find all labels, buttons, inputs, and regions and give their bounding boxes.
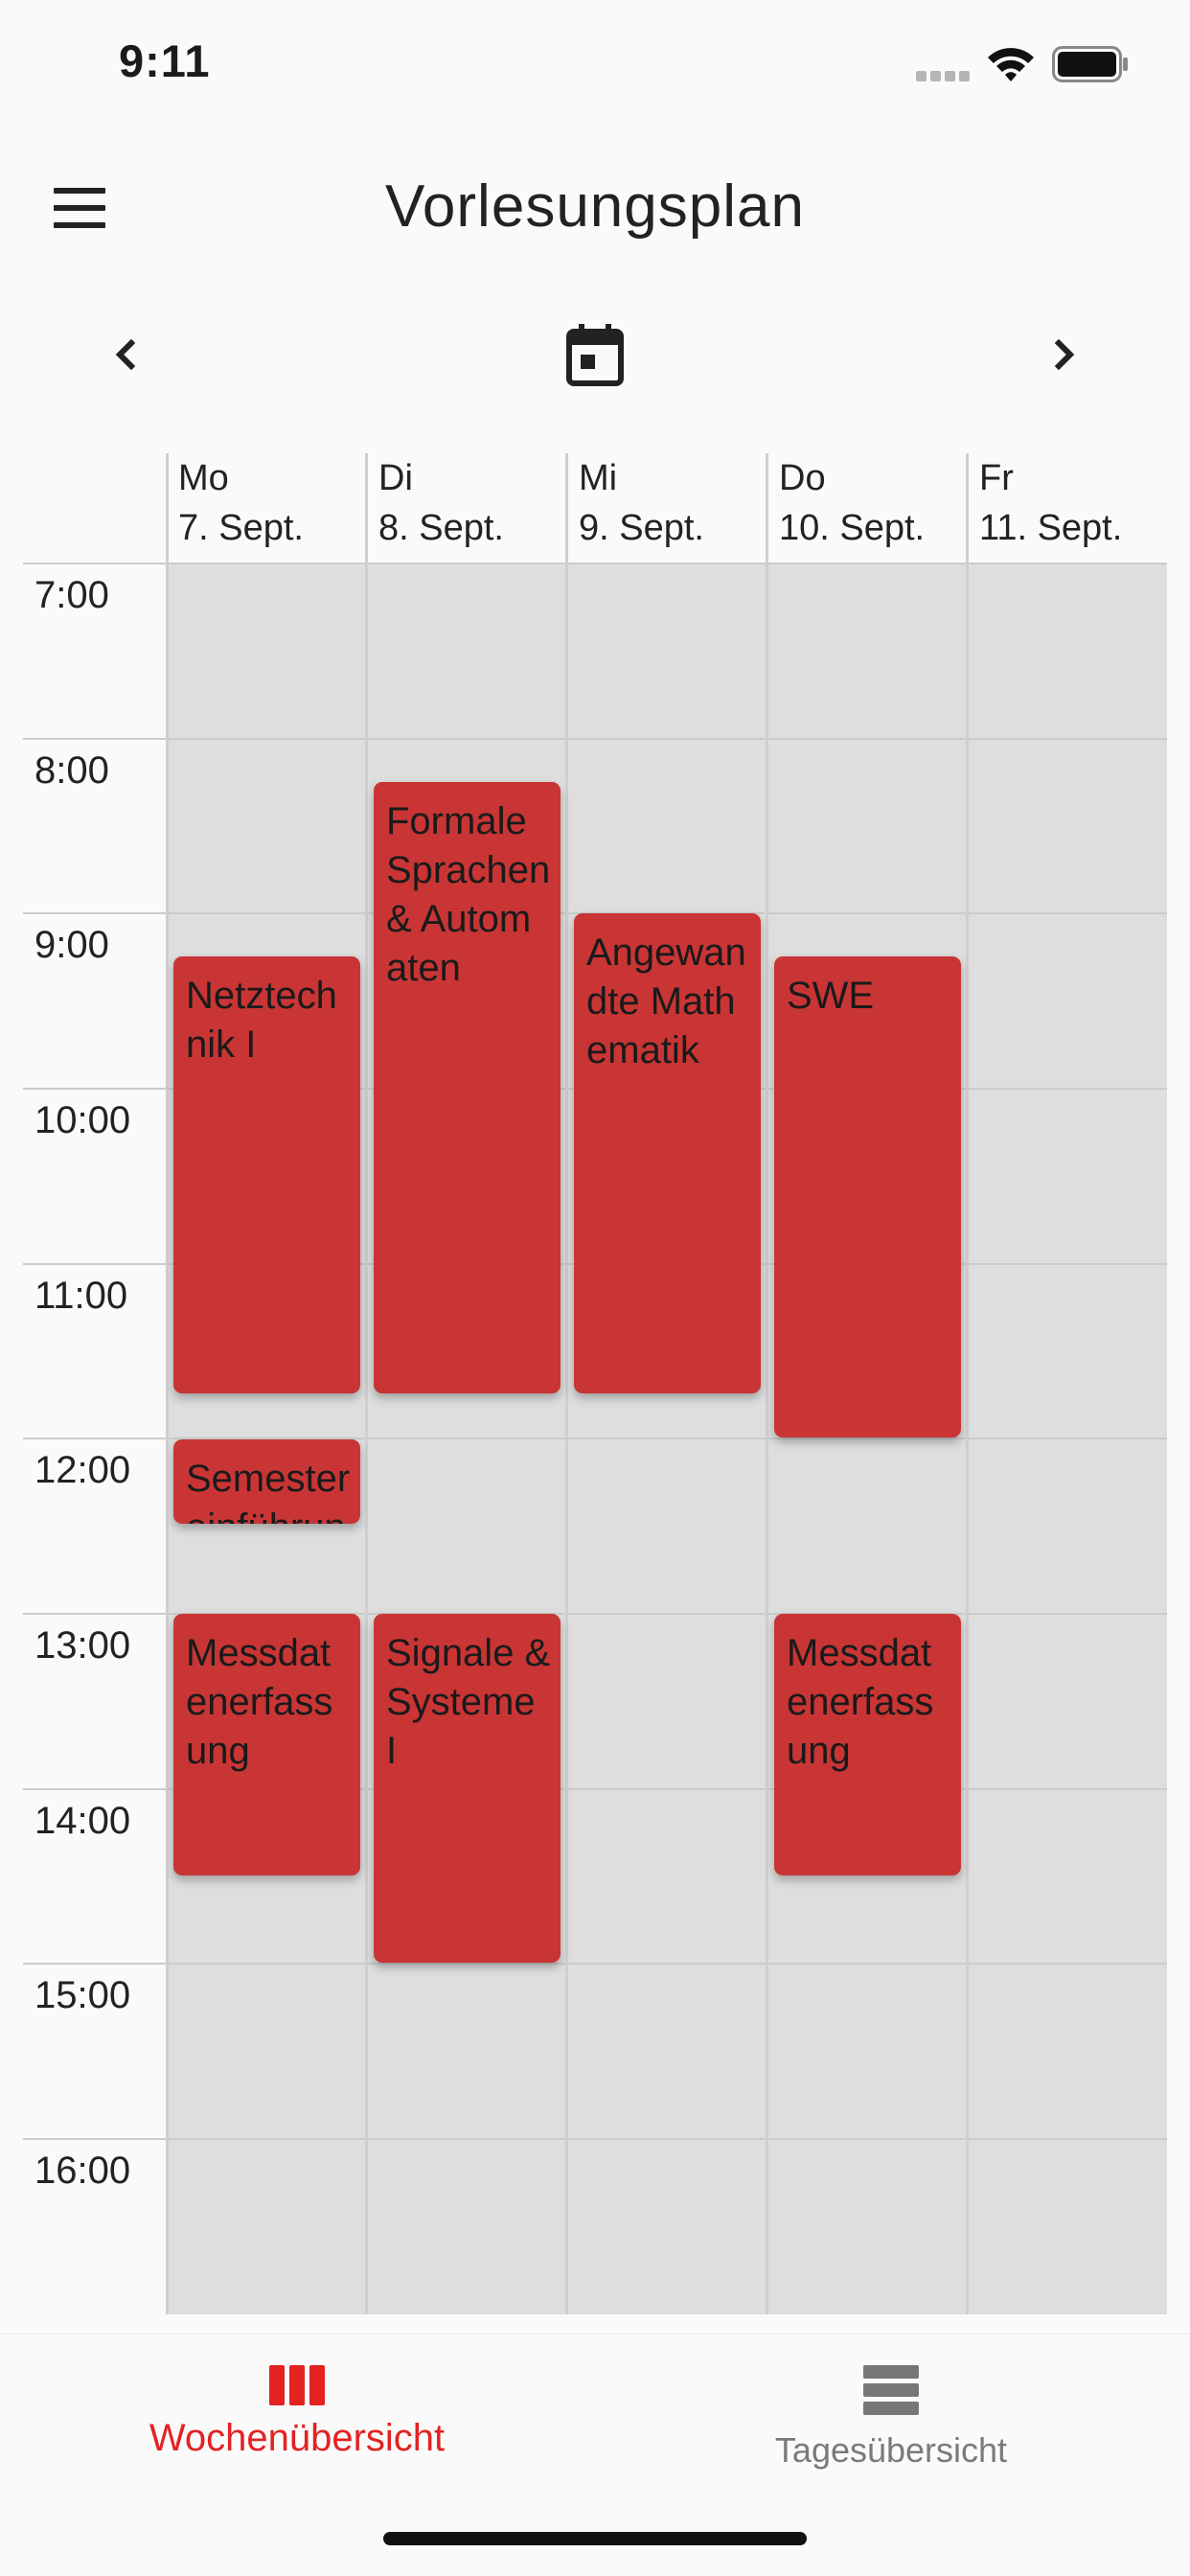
previous-week-button[interactable] bbox=[96, 324, 157, 385]
home-indicator[interactable] bbox=[383, 2532, 807, 2545]
grid-line bbox=[565, 453, 568, 2314]
date-label: 9. Sept. bbox=[579, 508, 704, 548]
weekday-label: Fr bbox=[979, 458, 1014, 498]
grid-line bbox=[23, 2138, 1167, 2140]
chevron-left-icon bbox=[115, 338, 136, 371]
grid-line bbox=[166, 453, 169, 2314]
time-label: 11:00 bbox=[34, 1275, 128, 1317]
tab-label: Wochenübersicht bbox=[149, 2417, 446, 2459]
status-bar: 9:11 bbox=[0, 0, 1190, 125]
day-header-mo: Mo 7. Sept. bbox=[167, 453, 366, 564]
menu-icon[interactable] bbox=[48, 184, 111, 232]
grid-line bbox=[23, 563, 1167, 564]
day-header-mi: Mi 9. Sept. bbox=[567, 453, 767, 564]
date-label: 7. Sept. bbox=[178, 508, 304, 548]
tab-label: Tagesübersicht bbox=[774, 2430, 1008, 2470]
grid-line bbox=[966, 453, 969, 2314]
event-messdatenerfassung-do[interactable]: Messdatenerfassung bbox=[774, 1614, 961, 1875]
time-label: 13:00 bbox=[34, 1624, 131, 1667]
time-label: 7:00 bbox=[34, 574, 109, 616]
day-header-fr: Fr 11. Sept. bbox=[968, 453, 1167, 564]
battery-icon bbox=[1052, 46, 1128, 82]
weekday-label: Di bbox=[378, 458, 413, 498]
grid-line bbox=[766, 453, 768, 2314]
date-label: 10. Sept. bbox=[779, 508, 926, 548]
time-label: 14:00 bbox=[34, 1800, 131, 1842]
weekday-label: Do bbox=[779, 458, 826, 498]
event-messdatenerfassung-mo[interactable]: Messdatenerfassung bbox=[173, 1614, 360, 1875]
grid-line bbox=[23, 1613, 1167, 1615]
day-view-icon bbox=[863, 2365, 919, 2415]
day-header-di: Di 8. Sept. bbox=[367, 453, 566, 564]
week-calendar: Mo 7. Sept. Di 8. Sept. Mi 9. Sept. Do 1… bbox=[0, 446, 1190, 2314]
event-angewandte-mathematik[interactable]: Angewandte Mathematik bbox=[574, 913, 761, 1393]
event-semestereinfuehrung[interactable]: Semestereinführung bbox=[173, 1439, 360, 1524]
week-navigation bbox=[0, 288, 1190, 422]
grid-line bbox=[23, 1438, 1167, 1439]
app-bar: Vorlesungsplan bbox=[0, 125, 1190, 288]
time-label: 10:00 bbox=[34, 1099, 131, 1141]
calendar-today-icon bbox=[566, 324, 624, 386]
event-swe[interactable]: SWE bbox=[774, 956, 961, 1438]
event-netztechnik[interactable]: Netztechnik I bbox=[173, 956, 360, 1393]
week-view-icon bbox=[269, 2365, 325, 2405]
time-label: 9:00 bbox=[34, 924, 109, 966]
grid-line bbox=[23, 738, 1167, 740]
day-header-do: Do 10. Sept. bbox=[767, 453, 967, 564]
date-label: 11. Sept. bbox=[979, 508, 1123, 548]
today-button[interactable] bbox=[563, 320, 627, 389]
status-time: 9:11 bbox=[119, 35, 211, 86]
grid-line bbox=[23, 1963, 1167, 1965]
wifi-icon bbox=[988, 48, 1034, 81]
chevron-right-icon bbox=[1054, 338, 1075, 371]
cellular-signal-icon bbox=[916, 71, 972, 82]
time-label: 12:00 bbox=[34, 1449, 131, 1491]
time-label: 15:00 bbox=[34, 1974, 131, 2016]
next-week-button[interactable] bbox=[1033, 324, 1094, 385]
tab-tagesuebersicht[interactable]: Tagesübersicht bbox=[690, 2363, 1092, 2507]
event-formale-sprachen[interactable]: Formale Sprachen & Automaten bbox=[374, 782, 561, 1393]
tab-wochenuebersicht[interactable]: Wochenübersicht bbox=[96, 2363, 498, 2507]
grid-line bbox=[23, 1788, 1167, 1790]
time-label: 16:00 bbox=[34, 2150, 131, 2192]
page-title: Vorlesungsplan bbox=[385, 173, 805, 240]
weekday-label: Mo bbox=[178, 458, 229, 498]
date-label: 8. Sept. bbox=[378, 508, 504, 548]
grid-line bbox=[365, 453, 368, 2314]
time-label: 8:00 bbox=[34, 749, 109, 792]
weekday-label: Mi bbox=[579, 458, 618, 498]
event-signale-systeme[interactable]: Signale & Systeme I bbox=[374, 1614, 561, 1963]
